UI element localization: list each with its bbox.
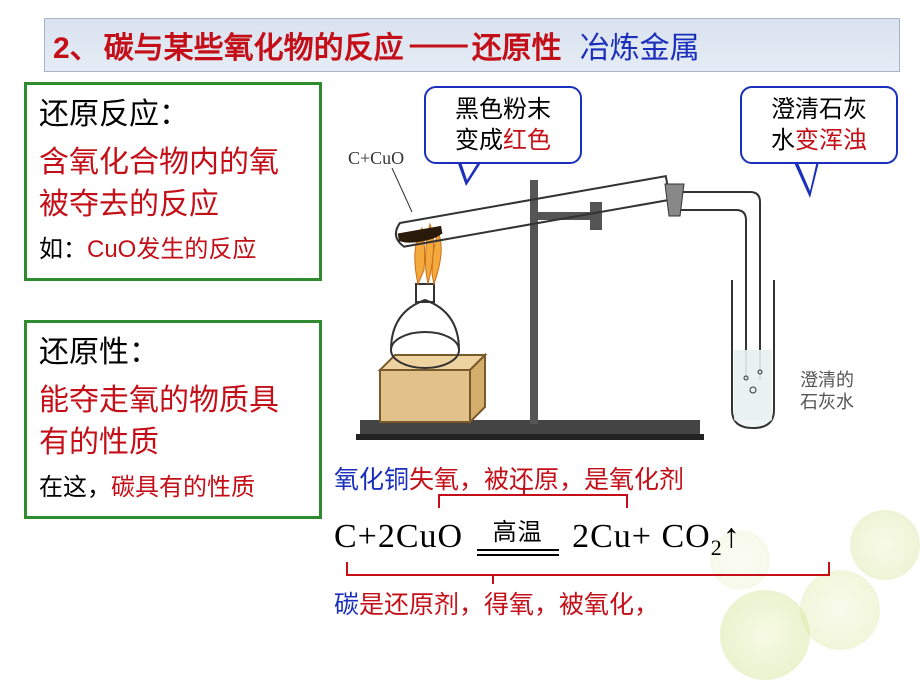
oxidation-prefix: 氧化铜: [334, 466, 409, 494]
limewater-l1: 澄清的: [800, 370, 854, 392]
callout2-line1: 澄清石灰: [752, 94, 886, 125]
eq-condition: 高温: [473, 523, 563, 556]
definition-box-reduction-reaction: 还原反应： 含氧化合物内的氧被夺去的反应 如：CuO发生的反应: [24, 82, 322, 281]
reactant-label: C+CuO: [348, 148, 404, 168]
eq-rhs: 2Cu+ CO2↑: [572, 518, 741, 555]
callout-powder-color: 黑色粉末 变成红色: [424, 86, 582, 164]
eq-rhs-arrow: ↑: [723, 518, 741, 555]
eq-rhs-sub: 2: [711, 535, 723, 560]
box1-title: 还原反应：: [39, 95, 307, 136]
box1-example: 如：CuO发生的反应: [39, 232, 307, 268]
box2-example-prefix: 在这，: [39, 474, 111, 501]
header-dash: ——: [410, 28, 466, 62]
callout1-l2a: 变成: [455, 127, 503, 154]
box2-title: 还原性：: [39, 333, 307, 374]
reduction-note: 碳是还原剂，得氧，被氧化，: [334, 585, 904, 621]
chemical-equation: C+2CuO 高温 2Cu+ CO2↑: [334, 518, 904, 561]
header-title: 碳与某些氧化物的反应: [104, 23, 404, 67]
oxidation-note: 氧化铜失氧，被还原，是氧化剂: [334, 460, 904, 496]
reduction-prefix: 碳: [334, 591, 359, 619]
limewater-l2: 石灰水: [800, 392, 854, 414]
eq-condition-text: 高温: [473, 521, 563, 545]
header-application: 冶炼金属: [580, 23, 700, 67]
callout2-l2b: 变浑浊: [795, 127, 867, 154]
eq-lhs: C+2CuO: [334, 518, 463, 555]
box2-example-red: 碳具有的性质: [111, 474, 255, 501]
box1-example-red: CuO发生的反应: [87, 236, 256, 263]
definition-box-reducibility: 还原性： 能夺走氧的物质具有的性质 在这，碳具有的性质: [24, 320, 322, 519]
callout1-l2b: 红色: [503, 127, 551, 154]
header-number: 2、: [53, 23, 100, 67]
equation-area: 氧化铜失氧，被还原，是氧化剂 C+2CuO 高温 2Cu+ CO2↑ 碳是还原剂…: [334, 460, 904, 621]
eq-rhs-a: 2Cu+ CO: [572, 518, 711, 555]
callout2-line2: 水变浑浊: [752, 125, 886, 156]
callout1-line1: 黑色粉末: [436, 94, 570, 125]
callout2-l2a: 水: [771, 127, 795, 154]
box2-body: 能夺走氧的物质具有的性质: [39, 380, 307, 464]
oxidation-red: 失氧，被还原，是氧化剂: [409, 466, 684, 494]
callout1-line2: 变成红色: [436, 125, 570, 156]
box2-example: 在这，碳具有的性质: [39, 470, 307, 506]
section-header: 2、 碳与某些氧化物的反应 —— 还原性 冶炼金属: [44, 18, 900, 72]
box1-example-prefix: 如：: [39, 236, 87, 263]
limewater-label: 澄清的 石灰水: [800, 370, 854, 413]
reduction-red: 是还原剂，得氧，被氧化，: [359, 591, 659, 619]
header-keyword: 还原性: [472, 23, 562, 67]
box1-body: 含氧化合物内的氧被夺去的反应: [39, 142, 307, 226]
callout-limewater: 澄清石灰 水变浑浊: [740, 86, 898, 164]
